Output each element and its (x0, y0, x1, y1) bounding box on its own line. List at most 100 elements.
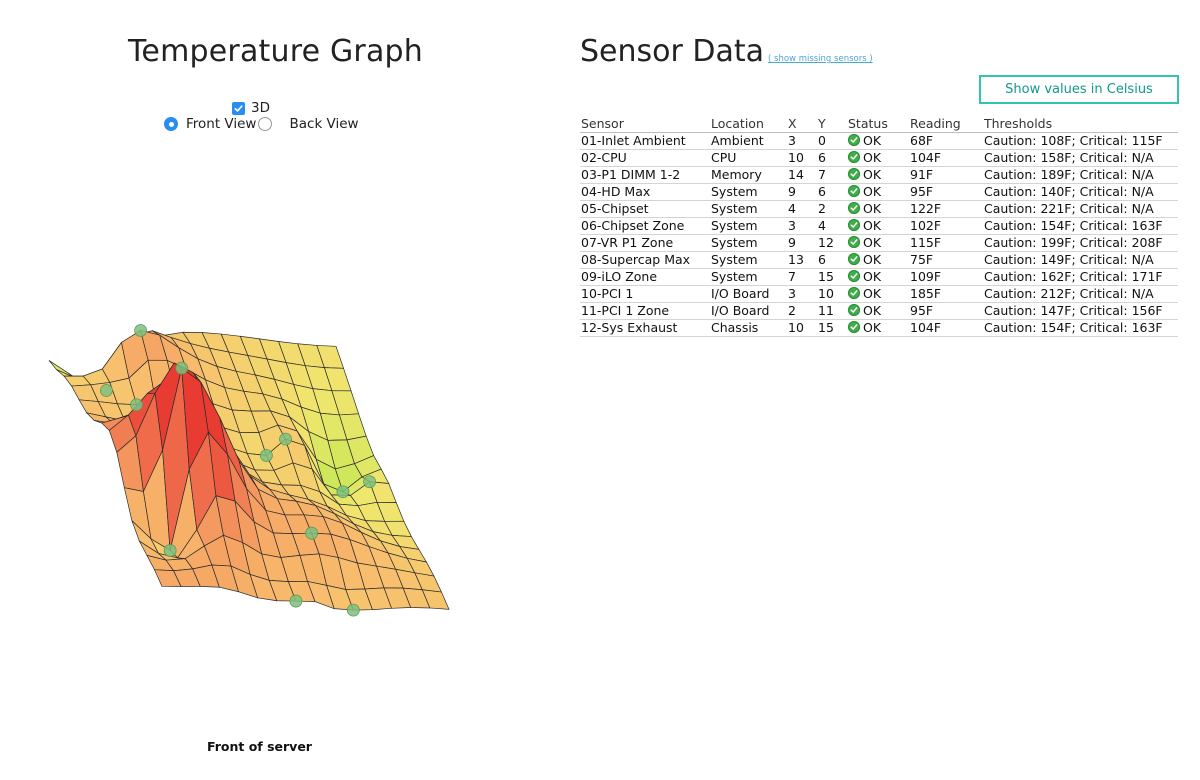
cell-y: 6 (817, 251, 847, 269)
cell-thresholds: Caution: 212F; Critical: N/A (983, 285, 1178, 303)
cell-x: 3 (787, 132, 817, 150)
cell-location: Ambient (710, 132, 787, 150)
cell-x: 7 (787, 268, 817, 286)
back-view-label: Back View (289, 116, 359, 132)
cell-y: 6 (817, 183, 847, 201)
status-text: OK (863, 167, 882, 182)
cell-sensor: 04-HD Max (580, 183, 710, 201)
status-text: OK (863, 150, 882, 165)
cell-y: 6 (817, 149, 847, 167)
cell-location: System (710, 217, 787, 235)
cell-sensor: 12-Sys Exhaust (580, 319, 710, 337)
cell-reading: 109F (909, 268, 983, 286)
sensor-marker[interactable] (279, 432, 292, 446)
cell-reading: 104F (909, 319, 983, 337)
cell-status: OK (847, 234, 909, 252)
status-text: OK (863, 252, 882, 267)
table-row: 12-Sys Exhaust Chassis 10 15 OK 104F Caution: … (580, 319, 1178, 337)
check-icon[interactable] (232, 101, 245, 115)
cell-reading: 102F (909, 217, 983, 235)
cell-reading: 115F (909, 234, 983, 252)
3d-checkbox[interactable]: 3D (232, 100, 270, 116)
ok-check-icon (848, 151, 860, 163)
cell-location: Chassis (710, 319, 787, 337)
cell-thresholds: Caution: 147F; Critical: 156F (983, 302, 1178, 320)
back-view-radio[interactable] (258, 117, 273, 131)
cell-x: 10 (787, 319, 817, 337)
cell-sensor: 08-Supercap Max (580, 251, 710, 269)
view-controls: 3D Front View Back View (160, 98, 360, 138)
ok-check-icon (848, 168, 860, 180)
cell-y: 7 (817, 166, 847, 184)
cell-reading: 95F (909, 183, 983, 201)
sensor-marker[interactable] (100, 384, 113, 397)
sensor-marker[interactable] (259, 449, 273, 462)
cell-location: CPU (710, 149, 787, 167)
ok-check-icon (848, 202, 860, 214)
front-view-label: Front View (186, 116, 257, 132)
table-row: 11-PCI 1 Zone I/O Board 2 11 OK 95F Caution: 1… (580, 302, 1178, 320)
cell-status: OK (847, 200, 909, 218)
table-row: 01-Inlet Ambient Ambient 3 0 OK 68F Caution: 1… (580, 132, 1178, 150)
sensor-data-title: Sensor Data ( show missing sensors ) (580, 34, 873, 69)
sensor-marker[interactable] (363, 475, 377, 489)
front-view-radio[interactable] (164, 117, 178, 131)
cell-status: OK (847, 285, 909, 303)
sensor-marker[interactable] (134, 324, 148, 337)
cell-reading: 122F (909, 200, 983, 218)
cell-status: OK (847, 302, 909, 320)
show-celsius-button[interactable]: Show values in Celsius (979, 75, 1179, 104)
sensor-table-body: 01-Inlet Ambient Ambient 3 0 OK 68F Caution: 1… (580, 132, 1178, 337)
cell-status: OK (847, 166, 909, 184)
cell-x: 14 (787, 166, 817, 184)
cell-sensor: 02-CPU (580, 149, 710, 167)
cell-thresholds: Caution: 108F; Critical: 115F (983, 132, 1178, 150)
show-missing-sensors-link[interactable]: ( show missing sensors ) (768, 54, 873, 64)
table-row: 03-P1 DIMM 1-2 Memory 14 7 OK 91F Caution: 189… (580, 166, 1178, 184)
sensor-marker[interactable] (163, 544, 177, 557)
status-text: OK (863, 286, 882, 301)
ok-check-icon (848, 236, 860, 248)
cell-y: 11 (817, 302, 847, 320)
view-radio-group: Front View Back View (164, 116, 359, 132)
cell-y: 10 (817, 285, 847, 303)
column-header: Sensor (580, 115, 710, 133)
sensor-marker[interactable] (305, 526, 319, 540)
cell-location: Memory (710, 166, 787, 184)
cell-x: 13 (787, 251, 817, 269)
temperature-3d-surface[interactable] (0, 240, 560, 720)
front-of-server-caption: Front of server (207, 739, 312, 754)
cell-thresholds: Caution: 154F; Critical: 163F (983, 217, 1178, 235)
status-text: OK (863, 269, 882, 284)
sensor-marker[interactable] (346, 603, 360, 617)
ok-check-icon (848, 134, 860, 146)
cell-status: OK (847, 132, 909, 150)
cell-thresholds: Caution: 149F; Critical: N/A (983, 251, 1178, 269)
temperature-graph-title: Temperature Graph (128, 34, 423, 69)
sensor-marker[interactable] (289, 594, 303, 608)
cell-x: 9 (787, 234, 817, 252)
cell-sensor: 06-Chipset Zone (580, 217, 710, 235)
cell-location: I/O Board (710, 302, 787, 320)
sensor-marker[interactable] (336, 485, 350, 499)
cell-x: 3 (787, 217, 817, 235)
sensor-marker[interactable] (175, 361, 189, 375)
table-row: 07-VR P1 Zone System 9 12 OK 115F Caution: 199… (580, 234, 1178, 252)
cell-sensor: 09-iLO Zone (580, 268, 710, 286)
column-header: Status (847, 115, 909, 133)
cell-location: I/O Board (710, 285, 787, 303)
cell-y: 15 (817, 319, 847, 337)
cell-thresholds: Caution: 140F; Critical: N/A (983, 183, 1178, 201)
sensor-table-header: Sensor Location X Y Status Reading Thresholds (580, 115, 1178, 133)
cell-status: OK (847, 319, 909, 337)
cell-y: 0 (817, 132, 847, 150)
cell-x: 10 (787, 149, 817, 167)
cell-reading: 95F (909, 302, 983, 320)
cell-sensor: 11-PCI 1 Zone (580, 302, 710, 320)
cell-location: System (710, 200, 787, 218)
cell-x: 2 (787, 302, 817, 320)
cell-status: OK (847, 183, 909, 201)
sensor-marker[interactable] (130, 398, 143, 412)
cell-x: 3 (787, 285, 817, 303)
